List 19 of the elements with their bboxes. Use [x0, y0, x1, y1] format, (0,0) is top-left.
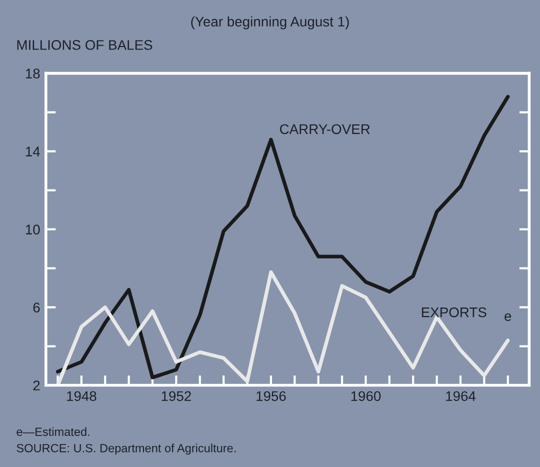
y-tick-label: 18: [26, 68, 40, 78]
chart-title: (Year beginning August 1): [191, 16, 349, 30]
y-tick-label: 14: [26, 146, 40, 156]
y-axis-title: MILLIONS OF BALES: [17, 40, 152, 50]
text: e—Estimated.: [16, 427, 90, 436]
x-tick-label: 1956: [256, 391, 286, 402]
x-tick-label: 1952: [162, 391, 191, 402]
series-label: CARRY-OVER: [280, 124, 370, 134]
x-tick-label: 1964: [446, 391, 476, 402]
line-series: [56, 270, 510, 386]
source-note: SOURCE: U.S. Department of Agriculture.: [16, 444, 236, 455]
x-tick-label: 1948: [67, 391, 96, 402]
series-label: EXPORTS: [422, 307, 486, 318]
line-series: [56, 94, 510, 380]
annotation: e: [504, 313, 512, 322]
y-tick-label: 10: [26, 224, 40, 234]
y-tick-label: 6: [33, 302, 40, 312]
y-tick-label: 2: [33, 380, 40, 390]
x-tick-label: 1960: [351, 391, 381, 402]
